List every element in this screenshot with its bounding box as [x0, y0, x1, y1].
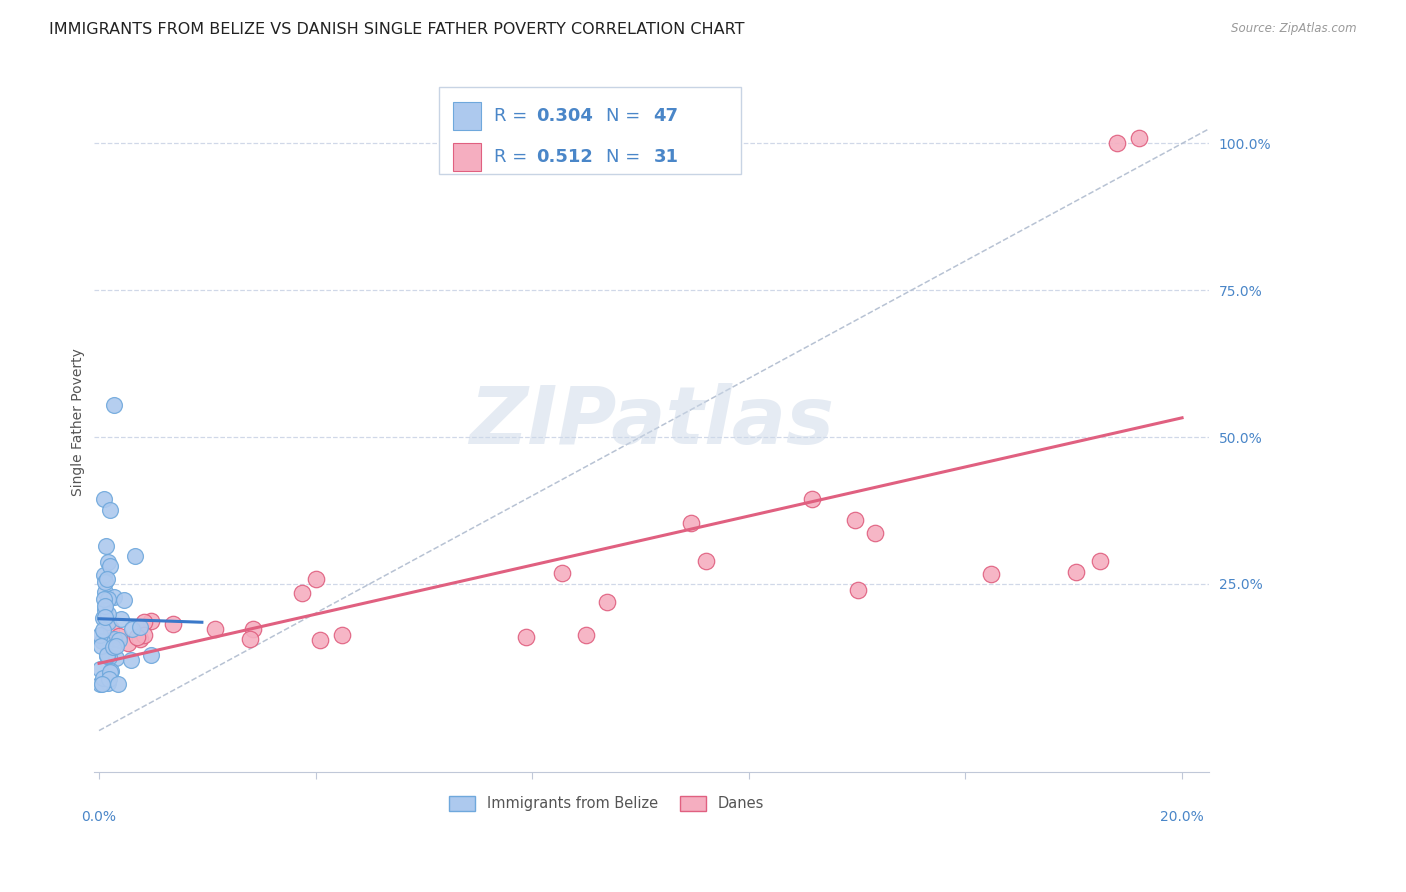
Point — [97, 615, 120, 629]
Text: N =: N = — [606, 107, 645, 125]
Point — [97, 607, 120, 622]
Point — [93, 623, 115, 637]
Point — [91, 611, 114, 625]
Point — [124, 549, 146, 564]
Point — [108, 630, 131, 644]
Text: 20.0%: 20.0% — [1160, 810, 1204, 824]
Point — [551, 566, 574, 580]
Point — [139, 648, 162, 662]
FancyBboxPatch shape — [453, 143, 481, 170]
Point — [1107, 136, 1129, 151]
Text: 47: 47 — [654, 107, 679, 125]
Point — [679, 516, 702, 530]
Point — [117, 635, 139, 649]
Point — [515, 630, 537, 644]
Point — [980, 567, 1002, 582]
Point — [162, 616, 184, 631]
Point — [309, 632, 332, 647]
Point — [91, 671, 114, 685]
Legend: Immigrants from Belize, Danes: Immigrants from Belize, Danes — [443, 789, 770, 817]
Point — [1128, 130, 1150, 145]
Point — [863, 525, 886, 540]
Point — [93, 491, 115, 506]
Point — [91, 676, 114, 690]
Point — [96, 572, 118, 586]
Point — [134, 615, 156, 630]
Point — [121, 622, 143, 636]
Point — [132, 628, 155, 642]
Point — [89, 662, 111, 676]
Text: 31: 31 — [654, 148, 679, 166]
Point — [94, 584, 117, 599]
Point — [575, 628, 598, 642]
Point — [330, 627, 353, 641]
Point — [93, 567, 115, 582]
Point — [1088, 554, 1111, 568]
Point — [596, 595, 619, 609]
Point — [112, 593, 135, 607]
Point — [100, 622, 122, 636]
Point — [98, 672, 121, 686]
Point — [103, 632, 125, 647]
Point — [98, 665, 121, 680]
Point — [103, 398, 125, 412]
Point — [94, 599, 117, 614]
Text: 0.0%: 0.0% — [82, 810, 117, 824]
Point — [105, 651, 128, 665]
FancyBboxPatch shape — [453, 103, 481, 130]
Point — [94, 603, 117, 617]
Point — [128, 620, 150, 634]
Point — [305, 572, 328, 586]
Point — [100, 665, 122, 679]
Text: N =: N = — [606, 148, 645, 166]
Point — [107, 633, 129, 648]
Point — [98, 503, 121, 517]
Point — [96, 539, 118, 553]
FancyBboxPatch shape — [440, 87, 741, 174]
Point — [848, 583, 870, 598]
Point — [96, 592, 118, 607]
Point — [105, 639, 128, 653]
Point — [100, 558, 122, 573]
Text: ZIPatlas: ZIPatlas — [468, 384, 834, 461]
Text: Source: ZipAtlas.com: Source: ZipAtlas.com — [1232, 22, 1357, 36]
Point — [98, 649, 121, 664]
Point — [90, 639, 112, 653]
Point — [97, 676, 120, 690]
Point — [242, 622, 264, 636]
Point — [107, 676, 129, 690]
Point — [103, 640, 125, 655]
Point — [93, 592, 115, 607]
Point — [695, 554, 717, 568]
Point — [96, 649, 118, 664]
Text: R =: R = — [494, 148, 533, 166]
Text: 0.304: 0.304 — [537, 107, 593, 125]
Point — [103, 590, 125, 604]
Point — [110, 612, 132, 626]
Point — [89, 676, 111, 690]
Point — [239, 632, 262, 647]
Point — [291, 585, 314, 599]
Point — [91, 634, 114, 648]
Point — [89, 628, 111, 642]
Point — [97, 555, 120, 569]
Point — [1064, 565, 1087, 579]
Point — [94, 609, 117, 624]
Point — [801, 491, 824, 506]
Point — [120, 653, 142, 667]
Point — [129, 632, 152, 646]
Text: IMMIGRANTS FROM BELIZE VS DANISH SINGLE FATHER POVERTY CORRELATION CHART: IMMIGRANTS FROM BELIZE VS DANISH SINGLE … — [49, 22, 745, 37]
Point — [125, 630, 148, 644]
Y-axis label: Single Father Poverty: Single Father Poverty — [72, 349, 86, 496]
Text: R =: R = — [494, 107, 533, 125]
Point — [141, 614, 163, 628]
Point — [96, 648, 118, 663]
Point — [204, 622, 226, 636]
Text: 0.512: 0.512 — [537, 148, 593, 166]
Point — [94, 575, 117, 590]
Point — [844, 513, 866, 527]
